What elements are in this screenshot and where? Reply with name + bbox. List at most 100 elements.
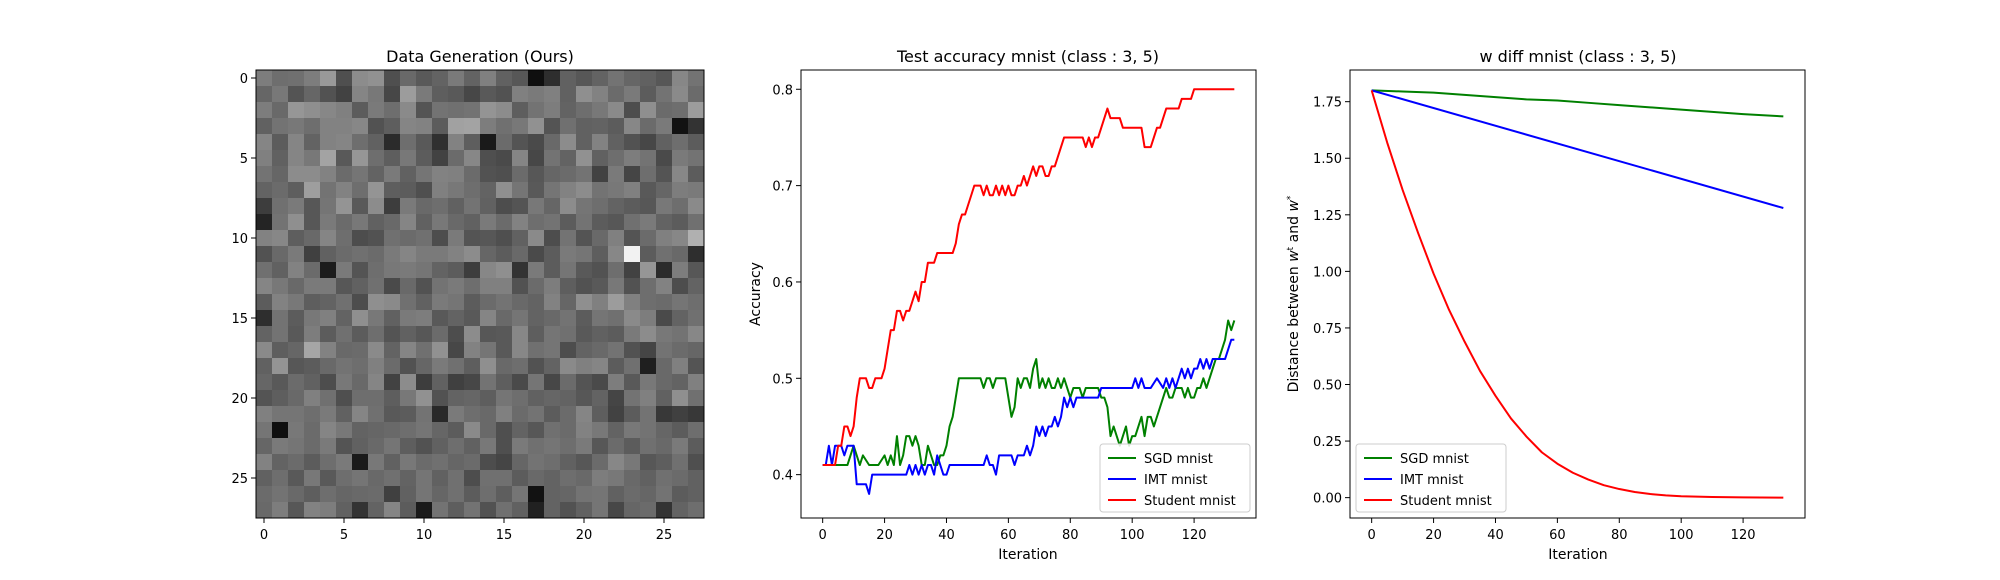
heatmap-xtick-label: 0: [260, 528, 268, 543]
heatmap-cell: [320, 326, 337, 343]
heatmap-cell: [464, 390, 481, 407]
heatmap-cell: [560, 422, 577, 439]
heatmap-cell: [544, 214, 561, 231]
heatmap-cell: [320, 86, 337, 103]
heatmap-cell: [304, 102, 321, 119]
heatmap-cell: [672, 102, 689, 119]
heatmap-cell: [320, 134, 337, 151]
heatmap-cell: [320, 166, 337, 183]
heatmap-cell: [352, 342, 369, 359]
ytick-label: 0.5: [772, 372, 793, 387]
heatmap-cell: [512, 502, 529, 519]
heatmap-cell: [368, 422, 385, 439]
wdiff-frame: [1349, 69, 1806, 519]
heatmap-cell: [432, 358, 449, 375]
legend-label-sgd: SGD mnist: [1144, 452, 1213, 467]
heatmap-cell: [272, 262, 289, 279]
heatmap-cell: [688, 390, 705, 407]
heatmap-cell: [304, 86, 321, 103]
heatmap-cell: [368, 278, 385, 295]
heatmap-cell: [432, 326, 449, 343]
heatmap-cell: [640, 470, 657, 487]
heatmap-cell: [320, 182, 337, 199]
heatmap-cell: [544, 406, 561, 423]
heatmap-cell: [496, 310, 513, 327]
heatmap-cell: [384, 262, 401, 279]
heatmap-cell: [432, 134, 449, 151]
heatmap-cell: [608, 278, 625, 295]
heatmap-cell: [592, 246, 609, 263]
heatmap-cell: [528, 502, 545, 519]
heatmap-cell: [432, 246, 449, 263]
heatmap-cell: [416, 86, 433, 103]
heatmap-cell: [400, 246, 417, 263]
heatmap-cell: [448, 454, 465, 471]
heatmap-cell: [448, 294, 465, 311]
ytick-label: 1.75: [1313, 96, 1342, 111]
heatmap-cell: [352, 118, 369, 135]
heatmap-cell: [304, 390, 321, 407]
heatmap-cell: [496, 134, 513, 151]
heatmap-cell: [624, 358, 641, 375]
heatmap-cell: [304, 438, 321, 455]
heatmap-cell: [688, 102, 705, 119]
heatmap-cell: [320, 342, 337, 359]
heatmap-cell: [560, 278, 577, 295]
heatmap-cell: [592, 454, 609, 471]
series-line-imt: [1371, 89, 1784, 209]
heatmap-cell: [688, 278, 705, 295]
heatmap-cell: [288, 118, 305, 135]
heatmap-cell: [400, 502, 417, 519]
heatmap-cell: [352, 246, 369, 263]
heatmap-cell: [352, 486, 369, 503]
accuracy-legend: SGD mnist IMT mnist Student mnist: [1099, 443, 1251, 513]
heatmap-cell: [640, 374, 657, 391]
ytick-label: 0.8: [772, 83, 793, 98]
heatmap-cell: [464, 406, 481, 423]
heatmap-cell: [528, 390, 545, 407]
heatmap-cell: [288, 454, 305, 471]
heatmap-cell: [672, 278, 689, 295]
heatmap-cell: [576, 182, 593, 199]
heatmap-cell: [320, 358, 337, 375]
heatmap-cell: [560, 342, 577, 359]
heatmap-cell: [336, 390, 353, 407]
heatmap-cell: [352, 390, 369, 407]
heatmap-cell: [448, 150, 465, 167]
heatmap-cell: [496, 390, 513, 407]
legend-label-student: Student mnist: [1400, 494, 1492, 509]
heatmap-cell: [416, 262, 433, 279]
heatmap-cell: [368, 70, 385, 87]
heatmap-cell: [288, 358, 305, 375]
accuracy-panel: Test accuracy mnist (class : 3, 5) 0 20 40…: [748, 47, 1257, 563]
heatmap-cell: [560, 214, 577, 231]
heatmap-cell: [528, 134, 545, 151]
heatmap-cell: [416, 390, 433, 407]
heatmap-cell: [560, 166, 577, 183]
heatmap-cell: [432, 406, 449, 423]
heatmap-cell: [448, 102, 465, 119]
heatmap-cell: [608, 438, 625, 455]
heatmap-cell: [528, 102, 545, 119]
heatmap-cell: [432, 390, 449, 407]
heatmap-cell: [272, 470, 289, 487]
heatmap-cell: [480, 214, 497, 231]
heatmap-cell: [432, 102, 449, 119]
heatmap-cell: [480, 198, 497, 215]
heatmap-cell: [288, 198, 305, 215]
heatmap-cell: [464, 198, 481, 215]
heatmap-cell: [560, 230, 577, 247]
heatmap-cell: [656, 246, 673, 263]
heatmap-cell: [656, 118, 673, 135]
heatmap-cell: [672, 422, 689, 439]
heatmap-cell: [608, 214, 625, 231]
heatmap-cell: [624, 294, 641, 311]
heatmap-cell: [256, 246, 273, 263]
heatmap-cell: [608, 326, 625, 343]
heatmap-cell: [544, 278, 561, 295]
heatmap-cell: [672, 166, 689, 183]
heatmap-cell: [320, 230, 337, 247]
heatmap-cell: [416, 118, 433, 135]
heatmap-cell: [592, 486, 609, 503]
heatmap-cell: [448, 214, 465, 231]
